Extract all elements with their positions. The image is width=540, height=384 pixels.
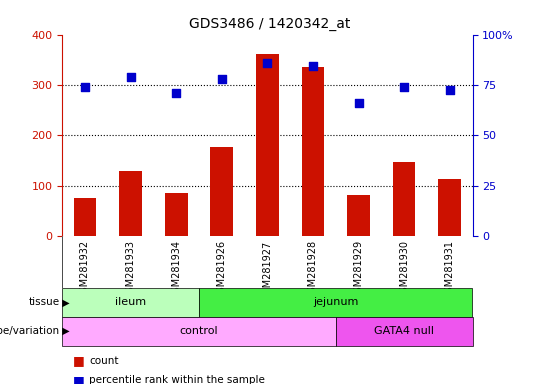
Bar [347,195,370,236]
Text: tissue: tissue [28,297,59,308]
Text: GSM281927: GSM281927 [262,240,272,300]
Text: control: control [180,326,218,336]
Text: percentile rank within the sample: percentile rank within the sample [89,375,265,384]
Point [400,83,408,89]
Bar [62,288,199,317]
Point [172,89,180,96]
Bar [393,162,415,236]
Bar [199,288,472,317]
Text: count: count [89,356,119,366]
Bar [119,170,142,236]
Bar [62,317,336,346]
Point [126,74,135,80]
Bar [301,67,325,236]
Text: GDS3486 / 1420342_at: GDS3486 / 1420342_at [190,17,350,31]
Point [263,60,272,66]
Text: GSM281932: GSM281932 [80,240,90,300]
Text: GSM281934: GSM281934 [171,240,181,299]
Text: GSM281933: GSM281933 [125,240,136,299]
Point [80,84,89,91]
Text: GSM281929: GSM281929 [354,240,363,300]
Text: ▶: ▶ [59,297,70,308]
Text: ■: ■ [73,354,85,367]
Text: ▶: ▶ [59,326,70,336]
Text: GSM281930: GSM281930 [399,240,409,299]
Text: ■: ■ [73,374,85,384]
Text: GSM281928: GSM281928 [308,240,318,300]
Text: jejunum: jejunum [313,297,359,308]
Text: ileum: ileum [115,297,146,308]
Text: GATA4 null: GATA4 null [374,326,434,336]
Point [446,87,454,93]
Text: GSM281926: GSM281926 [217,240,227,300]
Point [308,63,317,69]
Bar [438,179,461,236]
Bar [336,317,472,346]
Text: GSM281931: GSM281931 [445,240,455,299]
Point [218,75,226,81]
Point [354,99,363,106]
Bar [256,54,279,236]
Bar [210,147,233,236]
Bar [165,193,187,236]
Text: genotype/variation: genotype/variation [0,326,59,336]
Bar [73,199,96,236]
